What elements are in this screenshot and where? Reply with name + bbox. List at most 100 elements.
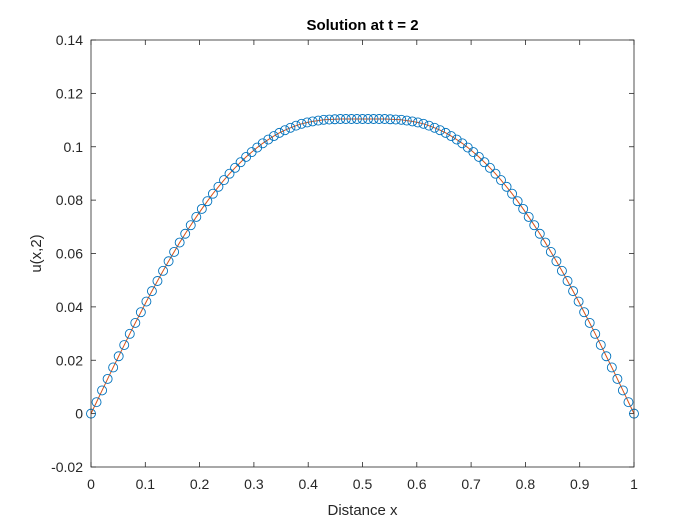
data-point-marker (562, 276, 573, 286)
data-point-marker (302, 117, 313, 128)
data-point-marker (324, 114, 335, 125)
data-point-marker (113, 351, 124, 362)
y-tick-label: 0.12 (56, 85, 83, 101)
x-tick-label: 0.1 (136, 476, 156, 492)
x-tick-label: 0 (87, 476, 95, 492)
data-point-marker (174, 237, 185, 248)
x-tick-label: 0.9 (570, 476, 590, 492)
data-point-marker (257, 138, 268, 149)
data-point-marker (617, 385, 628, 396)
y-axis-label: u(x,2) (28, 234, 45, 272)
data-point-marker (551, 256, 562, 267)
data-point-marker (235, 157, 246, 168)
data-point-marker (202, 196, 213, 207)
data-point-marker (130, 317, 141, 328)
data-point-marker (446, 131, 457, 142)
data-point-marker (424, 120, 434, 131)
y-tick-label: 0.04 (56, 299, 83, 315)
data-point-marker (268, 131, 279, 142)
data-point-marker (191, 211, 202, 222)
data-point-marker (556, 265, 567, 276)
data-point-marker (108, 362, 119, 373)
data-point-marker (385, 114, 396, 125)
data-point-marker (158, 265, 169, 276)
data-point-marker (523, 211, 534, 222)
data-point-marker (401, 115, 412, 126)
data-point-marker (91, 397, 102, 408)
data-point-marker (180, 228, 191, 239)
data-point-marker (307, 116, 318, 127)
data-point-marker (119, 340, 130, 350)
data-point-marker (146, 286, 157, 297)
y-tick-label: -0.02 (51, 459, 83, 475)
data-point-marker (263, 134, 274, 145)
data-point-marker (374, 114, 385, 124)
data-point-marker (579, 307, 590, 318)
data-point-marker (152, 276, 163, 286)
data-point-marker (612, 373, 623, 384)
data-point-marker (595, 340, 606, 350)
y-tick-label: 0.02 (56, 352, 83, 368)
data-point-marker (396, 114, 407, 125)
data-point-marker (102, 373, 113, 384)
data-point-marker (623, 397, 634, 408)
data-point-marker (185, 220, 196, 231)
chart-title: Solution at t = 2 (306, 17, 418, 34)
data-point-marker (490, 168, 501, 179)
x-tick-label: 0.6 (407, 476, 427, 492)
data-point-marker (318, 114, 329, 125)
y-tick-label: 0 (75, 406, 83, 422)
data-point-marker (545, 246, 556, 257)
data-point-marker (601, 351, 612, 362)
x-tick-label: 0.5 (353, 476, 373, 492)
data-point-marker (329, 114, 340, 125)
data-point-marker (285, 122, 296, 133)
data-point-marker (335, 114, 346, 124)
data-point-marker (407, 116, 418, 127)
data-point-marker (340, 114, 351, 124)
data-point-marker (390, 114, 401, 125)
data-point-marker (196, 203, 207, 214)
data-point-marker (352, 114, 362, 124)
data-point-marker (573, 296, 584, 307)
data-point-marker (440, 127, 451, 138)
data-point-marker (473, 151, 484, 162)
data-point-marker (540, 237, 551, 248)
data-point-marker (291, 120, 301, 131)
x-axis-label: Distance x (327, 502, 398, 519)
x-tick-label: 0.3 (244, 476, 264, 492)
data-point-marker (213, 181, 224, 192)
axes-box (90, 39, 635, 468)
data-point-marker (451, 134, 462, 145)
data-point-marker (219, 175, 229, 186)
data-point-marker (124, 328, 135, 339)
data-point-marker (412, 117, 423, 128)
x-tick-label: 0.7 (461, 476, 481, 492)
data-point-marker (363, 114, 373, 124)
data-point-marker (296, 118, 307, 129)
data-point-marker (141, 296, 152, 307)
data-point-marker (169, 246, 180, 257)
y-tick-label: 0.1 (64, 139, 84, 155)
data-point-marker (484, 162, 495, 173)
data-point-marker (224, 168, 235, 179)
data-point-marker (529, 220, 540, 231)
data-point-marker (512, 196, 523, 207)
series-layer (86, 114, 639, 419)
data-point-marker (429, 122, 440, 133)
data-point-marker (507, 188, 518, 199)
data-point-marker (590, 328, 601, 339)
data-point-marker (479, 157, 490, 168)
data-point-marker (606, 362, 617, 373)
x-tick-label: 1 (630, 476, 638, 492)
data-point-marker (496, 175, 506, 186)
plot-area (91, 40, 634, 467)
solution-line (90, 118, 635, 414)
y-tick-label: 0.14 (56, 32, 83, 48)
data-point-marker (357, 114, 368, 124)
data-point-marker (568, 286, 579, 297)
data-point-marker (368, 114, 379, 124)
y-tick-label: 0.08 (56, 192, 83, 208)
